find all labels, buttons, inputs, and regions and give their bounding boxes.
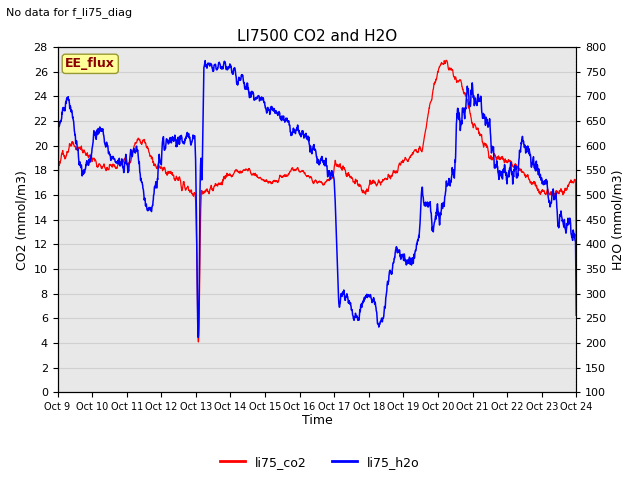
Legend: li75_co2, li75_h2o: li75_co2, li75_h2o: [215, 451, 425, 474]
Y-axis label: H2O (mmol/m3): H2O (mmol/m3): [612, 169, 625, 270]
X-axis label: Time: Time: [301, 414, 332, 427]
Text: EE_flux: EE_flux: [65, 57, 115, 71]
Text: No data for f_li75_diag: No data for f_li75_diag: [6, 7, 132, 18]
Y-axis label: CO2 (mmol/m3): CO2 (mmol/m3): [15, 170, 28, 270]
Title: LI7500 CO2 and H2O: LI7500 CO2 and H2O: [237, 29, 397, 44]
